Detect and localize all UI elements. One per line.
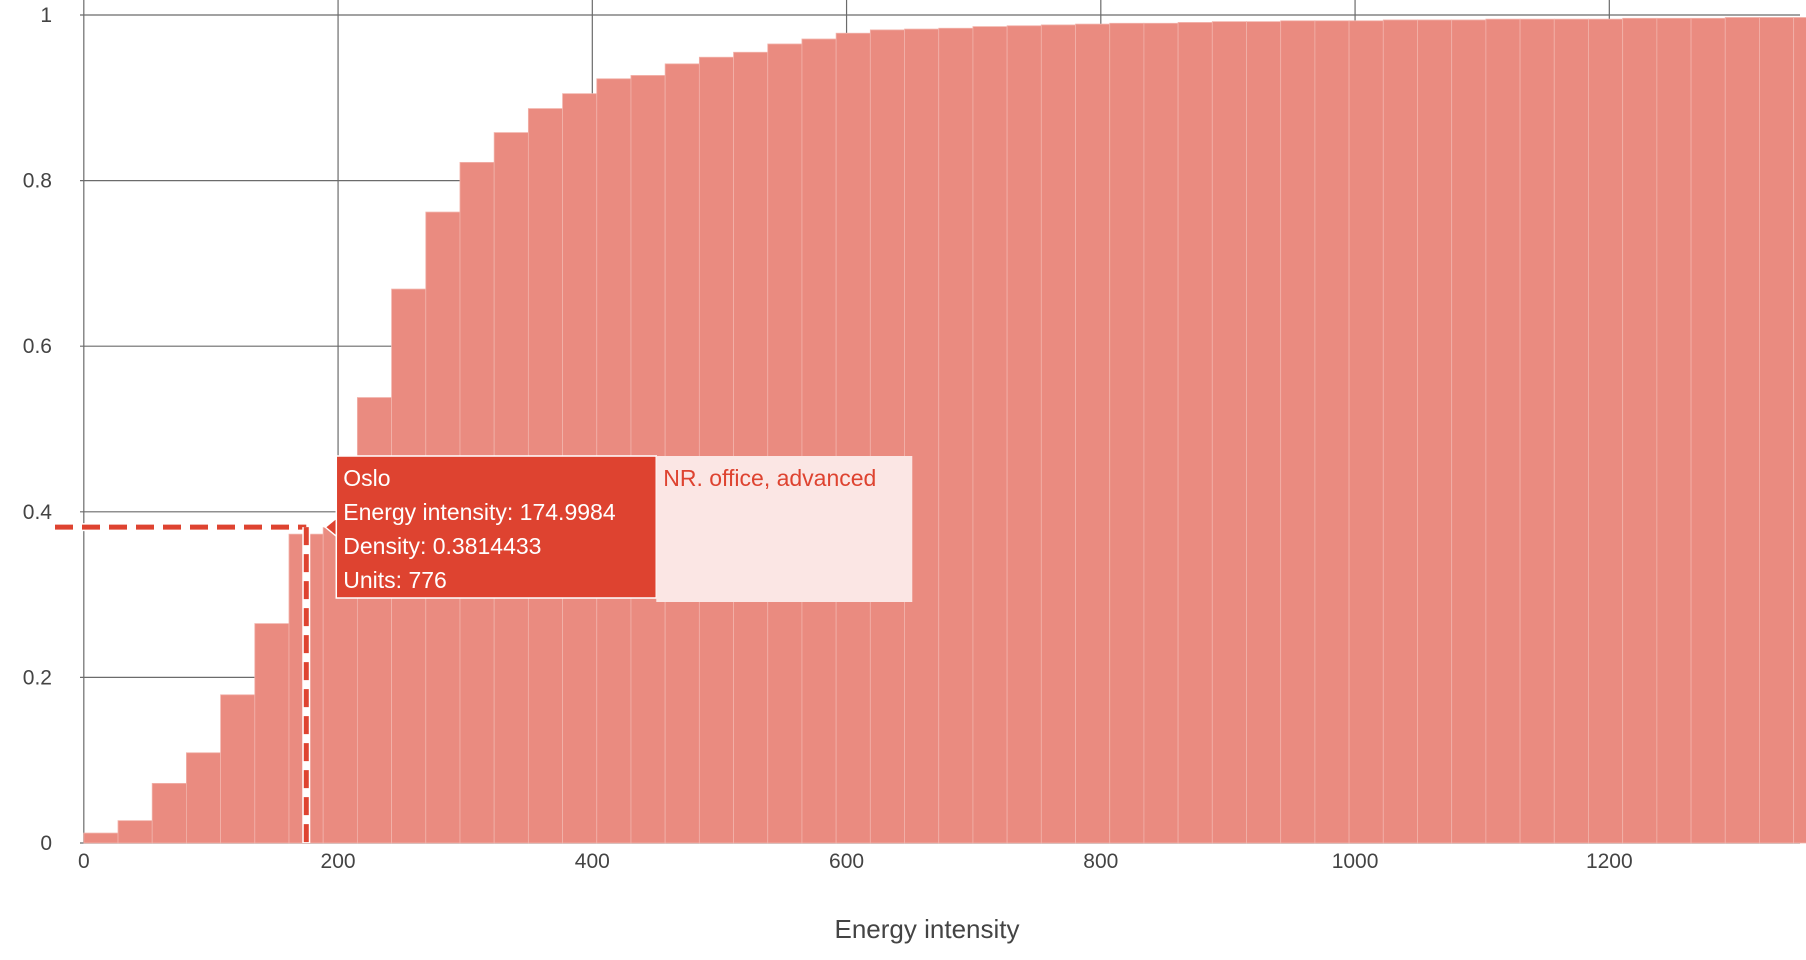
y-tick-label: 0.2 — [23, 666, 52, 689]
tooltip-trace-name: NR. office, advanced — [663, 465, 876, 491]
histogram-bar[interactable] — [1417, 19, 1453, 844]
histogram-bar[interactable] — [83, 832, 119, 844]
histogram-bars[interactable] — [83, 16, 1806, 844]
y-tick-label: 1 — [40, 4, 52, 27]
histogram-bar[interactable] — [904, 28, 940, 844]
histogram-bar[interactable] — [1109, 22, 1145, 844]
histogram-bar[interactable] — [1177, 22, 1213, 844]
histogram-bar[interactable] — [186, 752, 222, 844]
x-tick-label: 1000 — [1332, 850, 1379, 873]
tooltip-pointer — [324, 516, 338, 538]
histogram-bar[interactable] — [1553, 18, 1589, 844]
tooltip-primary-box — [335, 455, 658, 599]
x-tick-label: 0 — [78, 850, 90, 873]
histogram-bar[interactable] — [1314, 20, 1350, 844]
histogram-bar[interactable] — [1040, 24, 1076, 844]
histogram-bar[interactable] — [1588, 18, 1624, 844]
y-axis-tick-labels: 0 0.2 0.4 0.6 0.8 1 — [23, 4, 53, 855]
histogram-bar[interactable] — [254, 623, 290, 844]
histogram-bar[interactable] — [733, 51, 769, 844]
hover-spikelines — [55, 523, 311, 843]
x-tick-label: 1200 — [1586, 850, 1633, 873]
histogram-bar[interactable] — [1485, 18, 1521, 844]
histogram-bar[interactable] — [801, 38, 837, 844]
y-tick-label: 0.6 — [23, 335, 52, 358]
tooltip-line-units: Units: 776 — [343, 567, 447, 593]
histogram-bar[interactable] — [1793, 17, 1806, 844]
tooltip-line-energy-intensity: Energy intensity: 174.9984 — [343, 499, 616, 525]
histogram-bar[interactable] — [1519, 18, 1555, 844]
histogram-bar[interactable] — [972, 26, 1008, 844]
tooltip-line-density: Density: 0.3814433 — [343, 533, 541, 559]
histogram-bar[interactable] — [1656, 17, 1692, 844]
histogram-bar[interactable] — [664, 63, 700, 844]
histogram-bar[interactable] — [938, 27, 974, 844]
tooltip-trace-name-box — [656, 456, 913, 602]
x-tick-label: 200 — [321, 850, 356, 873]
histogram-bar[interactable] — [1348, 20, 1384, 844]
histogram-bar[interactable] — [1211, 21, 1247, 844]
histogram-bar[interactable] — [117, 820, 153, 844]
histogram-bar[interactable] — [835, 32, 871, 844]
histogram-bar[interactable] — [1759, 17, 1795, 844]
histogram-bar[interactable] — [1246, 21, 1282, 844]
histogram-bar[interactable] — [1280, 20, 1316, 844]
histogram-bar[interactable] — [1622, 17, 1658, 844]
histogram-bar[interactable] — [1724, 17, 1760, 844]
x-axis-title: Energy intensity — [835, 914, 1020, 944]
x-tick-label: 600 — [829, 850, 864, 873]
x-axis-tick-labels: 0 200 400 600 800 1000 1200 — [78, 850, 1633, 873]
histogram-bar[interactable] — [698, 56, 734, 844]
x-tick-label: 400 — [575, 850, 610, 873]
histogram-bar[interactable] — [1006, 25, 1042, 844]
histogram-bar[interactable] — [767, 43, 803, 844]
histogram-bar[interactable] — [220, 694, 256, 844]
histogram-bar[interactable] — [1690, 17, 1726, 844]
histogram-bar[interactable] — [1382, 19, 1418, 844]
y-tick-label: 0.8 — [23, 170, 52, 193]
histogram-bar[interactable] — [869, 29, 905, 844]
histogram-bar[interactable] — [1143, 22, 1179, 844]
hover-tooltip: Oslo Energy intensity: 174.9984 Density:… — [324, 455, 913, 602]
histogram-bar[interactable] — [151, 782, 187, 844]
y-tick-label: 0 — [40, 832, 52, 855]
x-tick-label: 800 — [1083, 850, 1118, 873]
histogram-bar[interactable] — [1075, 23, 1111, 844]
histogram-bar[interactable] — [1451, 19, 1487, 844]
tooltip-line-location: Oslo — [343, 465, 390, 491]
y-tick-label: 0.4 — [23, 501, 53, 524]
